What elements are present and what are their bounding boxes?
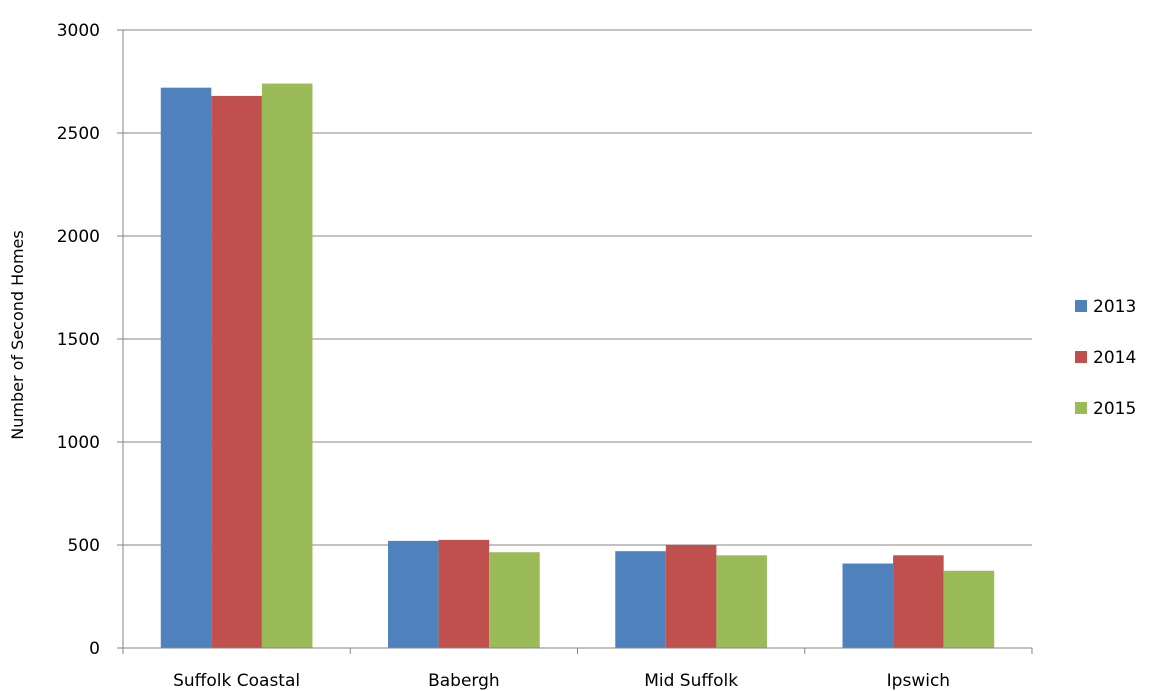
legend-swatch-2015 [1075,402,1087,414]
bar-2014-suffolk-coastal [211,95,262,649]
y-tick-label: 2500 [57,124,100,144]
legend: 2013 2014 2015 [1075,297,1136,419]
x-tick-label: Mid Suffolk [644,671,738,691]
bar-2013-babergh [388,540,439,648]
bar-2013-ipswich [842,563,894,648]
bar-2015-mid-suffolk [716,555,767,648]
y-tick-label: 2000 [57,227,100,247]
x-tick-label: Ipswich [887,671,950,691]
bar-2015-suffolk-coastal [261,83,313,648]
y-tick-label: 500 [68,536,100,556]
x-tick-labels: Suffolk Coastal Babergh Mid Suffolk Ipswich [173,671,950,691]
y-tick-label: 0 [89,639,100,659]
bar-2014-ipswich [893,555,944,648]
bar-2015-ipswich [943,570,995,648]
y-tick-labels: 0 500 1000 1500 2000 2500 3000 [57,21,100,659]
bar-2013-mid-suffolk [615,551,666,648]
x-tick-label: Babergh [428,671,500,691]
y-tick-label: 1000 [57,433,100,453]
bar-2013-suffolk-coastal [160,87,212,649]
x-tick-label: Suffolk Coastal [173,671,300,691]
bar-2014-mid-suffolk [665,545,717,648]
axes [117,29,1033,654]
y-tick-label: 3000 [57,21,100,41]
legend-swatch-2014 [1075,351,1087,363]
legend-swatch-2013 [1075,300,1087,312]
bar-2014-babergh [438,539,490,648]
legend-label: 2014 [1093,348,1136,368]
y-axis-title: Number of Second Homes [8,230,27,439]
bar-2015-babergh [489,552,540,648]
bars [160,83,995,649]
legend-label: 2013 [1093,297,1136,317]
y-tick-label: 1500 [57,330,100,350]
legend-label: 2015 [1093,399,1136,419]
